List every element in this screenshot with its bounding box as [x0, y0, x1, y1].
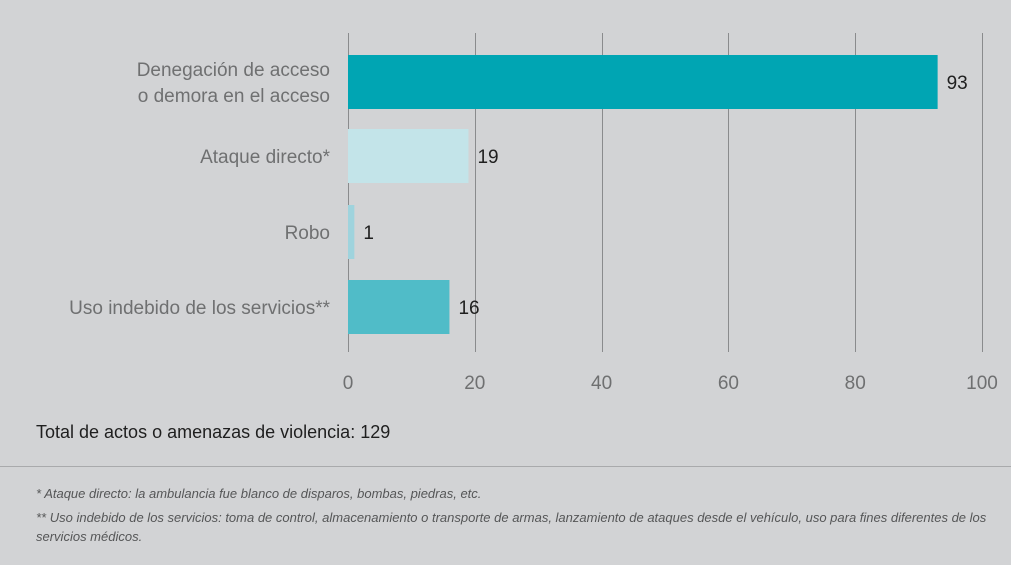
total-acts-text: Total de actos o amenazas de violencia: …	[36, 422, 391, 442]
bar	[348, 129, 469, 183]
x-tick-label: 100	[966, 373, 998, 394]
category-label: Robo	[285, 223, 330, 244]
bar	[348, 280, 450, 334]
x-tick-label: 80	[845, 373, 866, 394]
data-label: 1	[363, 223, 374, 244]
x-tick-label: 60	[718, 373, 739, 394]
data-label: 19	[477, 147, 498, 168]
bar-chart: 93 Denegación de acceso o demora en el acc…	[69, 33, 998, 394]
data-label: 93	[947, 73, 968, 94]
category-label: Ataque directo*	[200, 147, 331, 168]
x-tick-label: 40	[591, 373, 612, 394]
x-tick-label: 0	[343, 373, 354, 394]
divider	[0, 466, 1011, 467]
bar	[348, 55, 938, 109]
data-label: 16	[458, 298, 479, 319]
x-tick-label: 20	[464, 373, 485, 394]
footnote-misuse-of-services: ** Uso indebido de los servicios: toma d…	[36, 510, 987, 544]
bar	[348, 205, 355, 259]
footnotes: * Ataque directo: la ambulancia fue blan…	[36, 484, 996, 551]
category-label: Denegación de acceso o demora en el acces…	[137, 60, 330, 107]
category-label: Uso indebido de los servicios**	[69, 298, 330, 319]
footnote-direct-attack: * Ataque directo: la ambulancia fue blan…	[36, 486, 482, 501]
